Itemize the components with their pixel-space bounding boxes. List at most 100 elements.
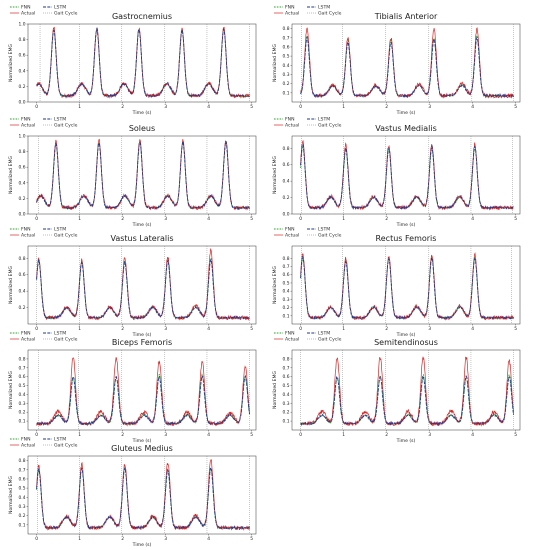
x-tick-label: 4 bbox=[207, 104, 210, 110]
x-tick-label: 4 bbox=[471, 216, 474, 222]
y-tick-label: 0.6 bbox=[19, 272, 26, 278]
plot-frame bbox=[291, 135, 521, 215]
x-tick-label: 5 bbox=[514, 432, 517, 438]
y-tick-label: 0.4 bbox=[19, 289, 26, 295]
x-tick-label: 4 bbox=[471, 326, 474, 332]
x-tick-label: 2 bbox=[121, 216, 124, 222]
y-tick-label: 0.6 bbox=[19, 476, 26, 482]
x-tick-label: 2 bbox=[385, 432, 388, 438]
legend-label-fnn: FNN bbox=[21, 227, 31, 233]
y-tick-label: 0.2 bbox=[283, 305, 290, 311]
legend-label-actual: Actual bbox=[21, 11, 35, 17]
y-axis-label: Normalized EMG bbox=[8, 476, 14, 514]
y-tick-label: 0.0 bbox=[19, 100, 26, 106]
legend-label-lstm: LSTM bbox=[318, 227, 330, 233]
y-tick-label: 1.0 bbox=[19, 22, 26, 28]
x-tick-label: 5 bbox=[250, 216, 253, 222]
series-line-lstm bbox=[36, 27, 250, 98]
series-line-fnn bbox=[36, 27, 250, 98]
series-line-actual bbox=[36, 138, 250, 211]
legend-label-gait_cycle: Gait Cycle bbox=[54, 337, 78, 343]
x-tick-label: 3 bbox=[164, 432, 167, 438]
x-tick-label: 0 bbox=[35, 104, 38, 110]
y-axis-label: Normalized EMG bbox=[272, 266, 278, 304]
x-tick-label: 2 bbox=[385, 104, 388, 110]
legend-label-fnn: FNN bbox=[285, 117, 295, 123]
y-tick-label: 0.7 bbox=[283, 365, 290, 371]
x-tick-label: 5 bbox=[250, 326, 253, 332]
y-tick-label: 0.5 bbox=[19, 383, 26, 389]
y-tick-label: 0.6 bbox=[283, 162, 290, 168]
y-tick-label: 0.5 bbox=[283, 383, 290, 389]
y-axis-label: Normalized EMG bbox=[272, 156, 278, 194]
y-tick-label: 0.2 bbox=[19, 305, 26, 311]
y-tick-label: 0.4 bbox=[283, 179, 290, 185]
y-tick-label: 0.8 bbox=[283, 356, 290, 362]
y-tick-label: 0.3 bbox=[19, 504, 26, 510]
legend-label-actual: Actual bbox=[21, 233, 35, 239]
x-tick-label: 2 bbox=[121, 536, 124, 542]
x-tick-label: 3 bbox=[428, 104, 431, 110]
x-axis-label: Time (s) bbox=[396, 438, 416, 444]
y-tick-label: 0.2 bbox=[19, 196, 26, 202]
x-tick-label: 4 bbox=[207, 536, 210, 542]
legend-label-actual: Actual bbox=[21, 123, 35, 129]
series-line-lstm bbox=[300, 143, 514, 210]
y-tick-label: 0.4 bbox=[19, 180, 26, 186]
x-tick-label: 0 bbox=[35, 326, 38, 332]
y-tick-label: 0.8 bbox=[283, 26, 290, 32]
y-tick-label: 0.0 bbox=[19, 212, 26, 218]
x-tick-label: 3 bbox=[164, 216, 167, 222]
x-tick-label: 1 bbox=[78, 216, 81, 222]
legend-label-fnn: FNN bbox=[21, 437, 31, 443]
legend-label-lstm: LSTM bbox=[318, 5, 330, 11]
y-tick-label: 0.4 bbox=[283, 289, 290, 295]
legend-label-gait_cycle: Gait Cycle bbox=[318, 337, 342, 343]
panel-title: Semitendinosus bbox=[374, 338, 438, 347]
panel-title: Rectus Femoris bbox=[376, 234, 437, 243]
legend-label-gait_cycle: Gait Cycle bbox=[318, 233, 342, 239]
x-tick-label: 3 bbox=[164, 326, 167, 332]
plot-frame bbox=[27, 23, 257, 103]
series-line-lstm bbox=[36, 466, 250, 530]
x-axis-label: Time (s) bbox=[132, 110, 152, 116]
legend-label-fnn: FNN bbox=[285, 331, 295, 337]
y-tick-label: 0.3 bbox=[283, 297, 290, 303]
y-tick-label: 0.8 bbox=[19, 356, 26, 362]
series-line-lstm bbox=[300, 255, 514, 320]
y-tick-label: 0.1 bbox=[19, 522, 26, 528]
panel-title: Soleus bbox=[129, 124, 155, 133]
x-tick-label: 2 bbox=[121, 432, 124, 438]
x-tick-label: 5 bbox=[514, 326, 517, 332]
series-line-fnn bbox=[36, 373, 250, 427]
y-tick-label: 0.2 bbox=[283, 410, 290, 416]
y-tick-label: 0.2 bbox=[283, 81, 290, 87]
x-tick-label: 1 bbox=[78, 104, 81, 110]
x-tick-label: 4 bbox=[471, 432, 474, 438]
plot-frame bbox=[291, 245, 521, 325]
x-tick-label: 5 bbox=[250, 432, 253, 438]
legend-label-gait_cycle: Gait Cycle bbox=[54, 11, 78, 17]
panel-title: Tibialis Anterior bbox=[374, 12, 438, 21]
y-axis-label: Normalized EMG bbox=[8, 44, 14, 82]
y-tick-label: 0.6 bbox=[19, 165, 26, 171]
series-line-lstm bbox=[36, 140, 250, 210]
legend-label-lstm: LSTM bbox=[54, 227, 66, 233]
y-tick-label: 0.8 bbox=[19, 149, 26, 155]
panel-title: Biceps Femoris bbox=[112, 338, 172, 347]
legend-label-fnn: FNN bbox=[21, 117, 31, 123]
x-tick-label: 0 bbox=[35, 536, 38, 542]
x-axis-label: Time (s) bbox=[132, 222, 152, 228]
plot-frame bbox=[27, 135, 257, 215]
y-tick-label: 0.4 bbox=[283, 392, 290, 398]
panel-title: Vastus Medialis bbox=[375, 124, 436, 133]
panel-title: Gastrocnemius bbox=[112, 12, 172, 21]
x-axis-label: Time (s) bbox=[396, 110, 416, 116]
